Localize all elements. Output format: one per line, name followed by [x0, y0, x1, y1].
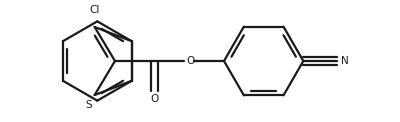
Text: S: S: [86, 100, 92, 110]
Text: O: O: [150, 94, 159, 104]
Text: O: O: [186, 56, 195, 66]
Text: N: N: [342, 56, 349, 66]
Text: Cl: Cl: [90, 5, 100, 15]
